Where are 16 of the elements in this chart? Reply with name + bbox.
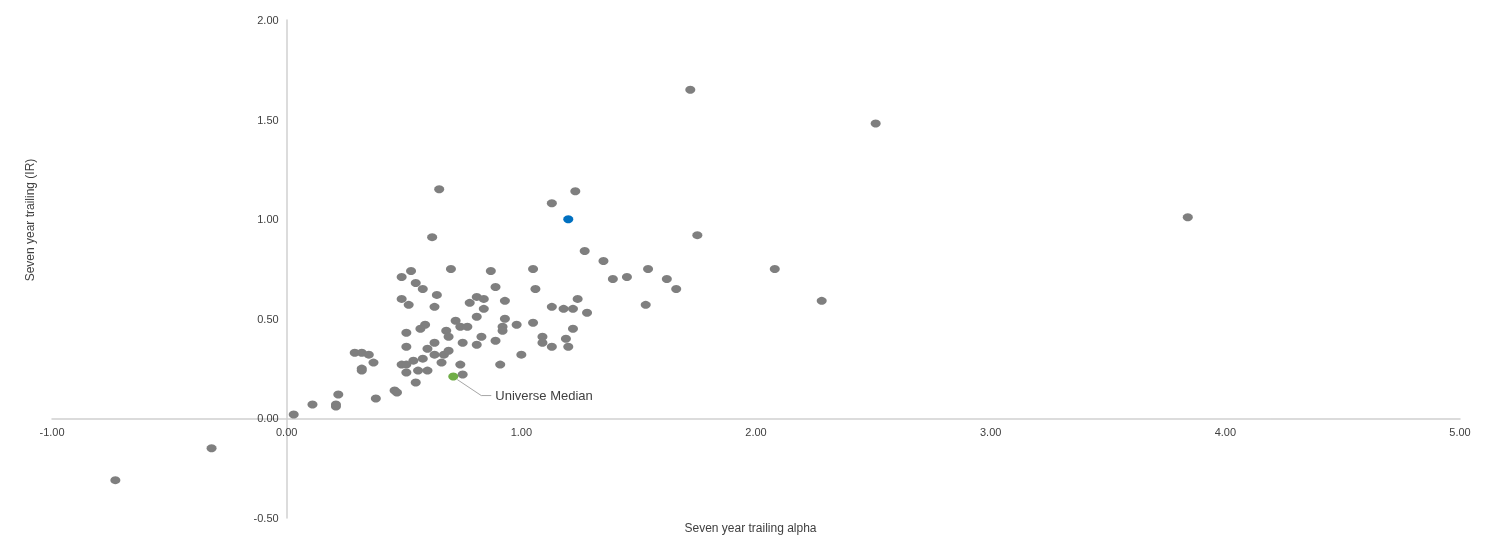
x-tick-label: 3.00	[979, 425, 1002, 438]
y-tick-label: -0.50	[253, 512, 279, 524]
text: Universe Median	[495, 388, 593, 404]
x-tick-label: 4.00	[1214, 425, 1237, 438]
y-tick-label: 1.50	[257, 113, 279, 126]
x-tick-label: 0.00	[275, 425, 298, 438]
y-axis-title: Seven year trailing (IR)	[23, 158, 37, 282]
y-tick-label: 1.00	[257, 213, 279, 226]
x-tick-label: -1.00	[39, 425, 65, 438]
x-tick-label: 2.00	[745, 425, 767, 438]
x-tick-label: 5.00	[1449, 425, 1471, 438]
x-tick-label: 1.00	[510, 425, 533, 438]
y-tick-label: 2.00	[257, 14, 279, 26]
x-axis-title: Seven year trailing alpha	[684, 521, 817, 535]
y-tick-label: 0.00	[257, 412, 279, 425]
y-tick-label: 0.50	[257, 312, 279, 325]
